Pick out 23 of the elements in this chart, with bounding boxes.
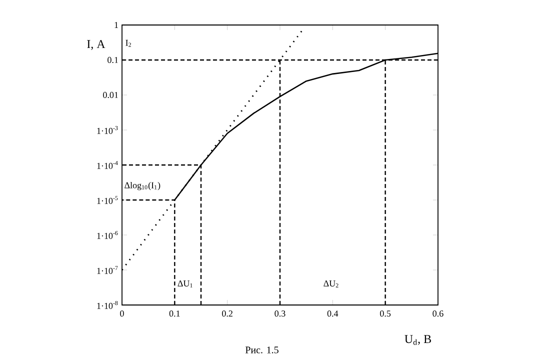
y-tick-label: 1·10$^{-4}$: [97, 161, 118, 169]
annotation: ΔU$_{1}$: [178, 280, 192, 288]
x-tick-label: 0: [120, 310, 124, 317]
y-tick-label: 1·10$^{-3}$: [97, 126, 118, 134]
y-tick-label: 1: [114, 22, 118, 28]
x-tick-label: 0.4: [327, 310, 338, 317]
y-tick-label: 1·10$^{-7}$: [97, 266, 118, 274]
annotation: I$_{2}$: [126, 40, 131, 47]
x-tick-label: 0.1: [169, 310, 180, 317]
annotation: Δlog$_{10}$(I$_{1}$): [124, 182, 160, 190]
x-tick-label: 0.6: [432, 310, 444, 317]
y-tick-label: 0.01: [103, 92, 118, 98]
y-tick-label: 0.1: [108, 56, 118, 64]
y-tick-label: 1·10$^{-6}$: [97, 231, 118, 239]
annotation: ΔU$_{2}$: [324, 280, 338, 288]
y-tick-label: 1·10$^{-5}$: [97, 196, 118, 204]
y-axis-title: I, A: [87, 40, 106, 50]
y-tick-label: 1·10$^{-8}$: [97, 301, 118, 309]
x-axis-title: U$_{d}$, B: [404, 335, 431, 345]
x-tick-label: 0.5: [380, 310, 391, 317]
x-tick-label: 0.3: [274, 310, 286, 317]
x-tick-label: 0.2: [222, 310, 232, 317]
text: Рис. 1.5: [245, 346, 278, 354]
